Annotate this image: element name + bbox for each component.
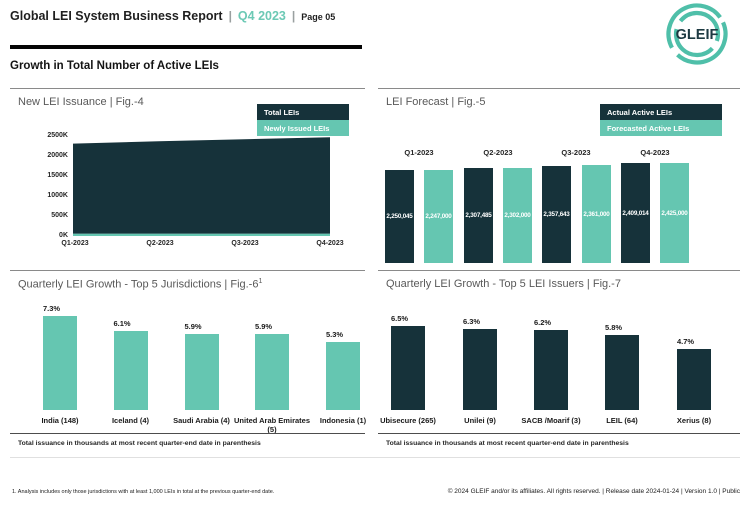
gleif-logo-text: GLEIF	[676, 27, 719, 43]
forecast-bar: 2,302,000	[503, 168, 532, 263]
category-label: India (148)	[41, 416, 79, 425]
growth-bar	[391, 326, 425, 410]
forecast-bar: 2,409,014	[621, 163, 650, 263]
quarter-label: Q2-2023	[483, 148, 513, 157]
pct-label: 5.8%	[605, 323, 623, 332]
bar-value: 2,302,000	[504, 212, 531, 219]
fig4-legend: Total LEIs Newly Issued LEIs	[257, 104, 349, 136]
category-label: Indonesia (1)	[319, 416, 367, 425]
category-label: Iceland (4)	[111, 416, 150, 425]
y-tick: 2000K	[47, 152, 68, 159]
total-leis-area	[73, 137, 330, 234]
separator: |	[228, 9, 232, 23]
report-quarter: Q4 2023	[237, 9, 286, 23]
y-tick: 2500K	[47, 132, 68, 139]
legend-actual-active-leis: Actual Active LEIs	[600, 104, 722, 120]
forecast-bar: 2,425,000	[660, 163, 689, 263]
growth-bar	[184, 334, 219, 410]
bar-value: 2,250,045	[386, 213, 413, 220]
legend-forecasted-active-leis: Forecasted Active LEIs	[600, 120, 722, 136]
panel-top5-lei-issuers: Quarterly LEI Growth - Top 5 LEI Issuers…	[378, 270, 740, 456]
fig5-title: LEI Forecast | Fig.-5	[386, 96, 486, 108]
x-tick: Q3-2023	[231, 240, 259, 247]
pct-label: 6.1%	[113, 319, 131, 328]
footer-divider	[10, 457, 740, 458]
growth-bar	[534, 330, 568, 410]
growth-bar	[326, 342, 360, 410]
fig6-title: Quarterly LEI Growth - Top 5 Jurisdictio…	[18, 278, 262, 291]
x-tick: Q2-2023	[146, 240, 174, 247]
panel-top5-jurisdictions: Quarterly LEI Growth - Top 5 Jurisdictio…	[10, 270, 366, 456]
copyright: © 2024 GLEIF and/or its affiliates. All …	[447, 488, 740, 495]
bar-value: 2,307,485	[465, 212, 492, 219]
category-label: United Arab Emirates (5)	[234, 416, 310, 435]
forecast-bar: 2,250,045	[385, 170, 414, 263]
pct-label: 5.9%	[255, 322, 273, 331]
bar-value: 2,361,000	[583, 210, 610, 218]
y-tick: 1500K	[47, 172, 68, 179]
pct-label: 6.2%	[534, 318, 552, 327]
category-label: Saudi Arabia (4)	[173, 416, 230, 425]
category-label: Unilei (9)	[464, 416, 496, 425]
growth-bar	[605, 335, 639, 410]
pct-label: 4.7%	[677, 337, 695, 346]
fig5-legend: Actual Active LEIs Forecasted Active LEI…	[600, 104, 722, 136]
bar-value: 2,409,014	[622, 209, 649, 217]
category-label: Ubisecure (265)	[380, 416, 436, 425]
separator: |	[291, 9, 296, 23]
bar-value: 2,247,000	[425, 213, 452, 220]
pct-label: 6.5%	[391, 314, 409, 323]
growth-bar	[43, 316, 77, 410]
fig4-area-chart	[73, 136, 330, 236]
x-tick: Q4-2023	[316, 240, 344, 247]
header-divider-bar	[10, 45, 362, 49]
pct-label: 6.3%	[463, 317, 481, 326]
fig7-title: Quarterly LEI Growth - Top 5 LEI Issuers…	[386, 278, 621, 290]
growth-bar	[255, 334, 289, 410]
category-label: SACB /Moarif (3)	[521, 416, 581, 425]
fig4-title: New LEI Issuance | Fig.-4	[18, 96, 144, 108]
page-number: Page 05	[301, 12, 336, 22]
pct-label: 5.3%	[326, 330, 344, 339]
section-title: Growth in Total Number of Active LEIs	[10, 60, 219, 72]
x-tick: Q1-2023	[61, 240, 89, 247]
growth-bar	[113, 331, 148, 410]
pct-label: 5.9%	[184, 322, 202, 331]
note-divider	[378, 433, 740, 434]
forecast-bar: 2,357,643	[542, 166, 571, 263]
quarter-label: Q3-2023	[561, 148, 591, 157]
y-tick: 0K	[59, 232, 68, 239]
forecast-bar: 2,361,000	[582, 165, 611, 263]
report-title: Global LEI System Business Report	[10, 9, 223, 23]
y-tick: 500K	[51, 212, 68, 219]
gleif-logo-icon: GLEIF	[659, 2, 735, 66]
category-label: Xerius (8)	[676, 416, 712, 425]
forecast-bar: 2,307,485	[464, 168, 493, 263]
fig6-title-text: Quarterly LEI Growth - Top 5 Jurisdictio…	[18, 278, 259, 291]
growth-bar	[463, 329, 497, 410]
footnote: 1. Analysis includes only those jurisdic…	[12, 489, 275, 495]
report-header: Global LEI System Business Report | Q4 2…	[10, 9, 335, 23]
legend-newly-issued-leis: Newly Issued LEIs	[257, 120, 349, 136]
newly-issued-area	[73, 233, 330, 236]
quarter-label: Q4-2023	[640, 148, 670, 157]
growth-bar	[677, 349, 711, 410]
quarter-label: Q1-2023	[404, 148, 434, 157]
fig6-footnote-marker: 1	[258, 278, 263, 285]
fig6-note: Total issuance in thousands at most rece…	[18, 440, 261, 447]
forecast-bar: 2,247,000	[424, 170, 453, 263]
bar-value: 2,357,643	[543, 211, 570, 218]
legend-total-leis: Total LEIs	[257, 104, 349, 120]
bar-value: 2,425,000	[661, 209, 688, 217]
y-tick: 1000K	[47, 192, 68, 199]
pct-label: 7.3%	[43, 304, 61, 313]
panel-lei-forecast: LEI Forecast | Fig.-5 Actual Active LEIs…	[378, 88, 740, 270]
fig7-note: Total issuance in thousands at most rece…	[386, 440, 629, 447]
category-label: LEIL (64)	[606, 416, 638, 425]
note-divider	[10, 433, 365, 434]
panel-new-lei-issuance: New LEI Issuance | Fig.-4 Total LEIs New…	[10, 88, 365, 270]
